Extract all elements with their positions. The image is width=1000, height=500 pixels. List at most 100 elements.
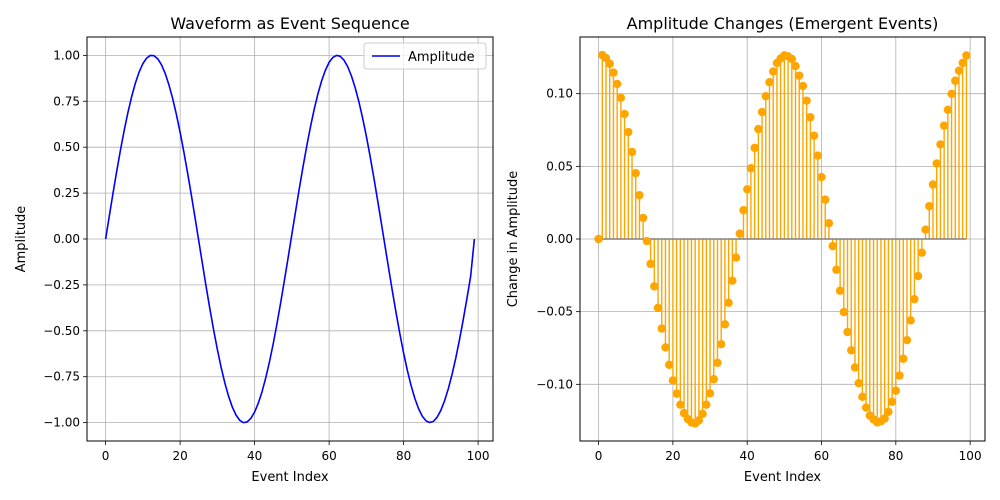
- stem-marker: [650, 282, 659, 291]
- y-tick-label: 0.10: [546, 87, 573, 101]
- stem-marker: [609, 68, 618, 77]
- y-tick-label: 0.75: [53, 94, 80, 108]
- chart-title: Waveform as Event Sequence: [170, 14, 409, 33]
- stem-marker: [657, 324, 666, 333]
- y-tick-label: 0.25: [53, 186, 80, 200]
- stem-marker: [709, 375, 718, 384]
- stem-marker: [739, 206, 748, 215]
- amplitude-changes-chart: 0 20 40 60 80 100 −0.10 −0.05 0.00 0.05 0.10 Ampli…: [506, 14, 986, 485]
- x-axis-label: Event Index: [251, 470, 328, 485]
- stem-marker: [731, 253, 741, 262]
- stem-marker: [795, 71, 804, 80]
- stem-marker: [906, 316, 915, 325]
- y-tick-label: 1.00: [53, 48, 80, 62]
- stem-marker: [724, 298, 733, 307]
- stem-marker: [694, 416, 704, 425]
- stem-marker: [921, 225, 930, 234]
- stem-marker: [594, 234, 603, 244]
- stem-marker: [746, 164, 756, 173]
- waveform-chart: 0 20 40 60 80 100 −1.00 −0.75 −0.50 −0.25 0.00 0.25…: [14, 14, 494, 485]
- y-axis-label: Change in Amplitude: [506, 171, 521, 308]
- stem-marker: [817, 172, 826, 182]
- stem-marker: [902, 335, 912, 345]
- stem-marker: [806, 113, 815, 122]
- y-tick-label: −0.25: [43, 278, 80, 292]
- stem-marker: [698, 409, 707, 419]
- stem-marker: [936, 140, 945, 149]
- legend: Amplitude: [363, 42, 487, 70]
- stem-marker: [750, 143, 759, 153]
- stem-marker: [895, 371, 904, 380]
- x-tick-label: 100: [467, 449, 490, 463]
- x-tick-label: 20: [172, 449, 187, 463]
- stem-marker: [932, 159, 941, 168]
- stem-marker: [787, 54, 796, 64]
- chart-title: Amplitude Changes (Emergent Events): [627, 14, 939, 33]
- stem-marker: [824, 218, 834, 228]
- stem-marker: [891, 386, 901, 395]
- stem-marker: [899, 354, 908, 363]
- stem-marker: [631, 168, 640, 178]
- stem-marker: [884, 407, 893, 416]
- x-axis-label: Event Index: [744, 470, 821, 485]
- stem-marker: [910, 294, 919, 304]
- x-tick-label: 20: [665, 449, 680, 463]
- stem-marker: [828, 241, 837, 251]
- y-tick-label: 0.00: [546, 232, 573, 246]
- stem-marker: [943, 105, 953, 115]
- stem-marker: [642, 236, 652, 246]
- stem-marker: [661, 343, 670, 352]
- stem-marker: [951, 76, 960, 85]
- stem-marker: [887, 397, 897, 406]
- y-tick-label: 0.05: [546, 159, 573, 173]
- stem-marker: [769, 67, 778, 76]
- x-tick-label: 80: [396, 449, 411, 463]
- stem-marker: [858, 392, 867, 402]
- stem-marker: [728, 276, 737, 285]
- stem-marker: [843, 327, 852, 337]
- stem-marker: [962, 51, 971, 60]
- y-tick-label: −0.10: [536, 377, 573, 391]
- y-tick-label: 0.00: [53, 232, 80, 246]
- x-tick-label: 100: [959, 449, 982, 463]
- x-tick-label: 0: [102, 449, 110, 463]
- stem-marker: [809, 131, 819, 140]
- stem-marker: [913, 271, 923, 281]
- stem-marker: [668, 376, 678, 385]
- stem-marker: [925, 201, 934, 211]
- stem-marker: [835, 286, 845, 295]
- stem-marker: [713, 358, 722, 368]
- x-tick-label: 80: [888, 449, 903, 463]
- y-axis-label: Amplitude: [14, 206, 29, 273]
- stem-marker: [954, 66, 964, 75]
- stem-marker: [958, 58, 967, 68]
- y-tick-label: −0.50: [43, 324, 80, 338]
- stem-marker: [716, 340, 726, 349]
- stem-marker: [880, 414, 889, 423]
- stem-marker: [605, 59, 614, 68]
- stem-marker: [761, 91, 770, 101]
- y-tick-label: −0.75: [43, 370, 80, 384]
- stem-marker: [624, 127, 633, 137]
- series-line-amplitude: [104, 54, 476, 424]
- stem-marker: [821, 195, 830, 204]
- stem-marker: [850, 363, 860, 372]
- stem-marker: [832, 265, 841, 275]
- stem-marker: [646, 259, 655, 269]
- stem-marker: [757, 107, 767, 117]
- stem-marker: [620, 109, 629, 119]
- stem-marker: [705, 389, 715, 398]
- y-tick-label: −1.00: [43, 416, 80, 430]
- stem-marker: [672, 389, 681, 398]
- stem-marker: [798, 81, 808, 91]
- stem-marker: [861, 403, 871, 412]
- stem-marker: [839, 307, 849, 317]
- legend-label-amplitude: Amplitude: [408, 50, 475, 65]
- stem-marker: [743, 185, 752, 194]
- stem-marker: [765, 77, 774, 87]
- x-tick-label: 60: [321, 449, 336, 463]
- stem-marker: [754, 124, 763, 134]
- stem-marker: [664, 360, 674, 370]
- stem-marker: [638, 213, 648, 223]
